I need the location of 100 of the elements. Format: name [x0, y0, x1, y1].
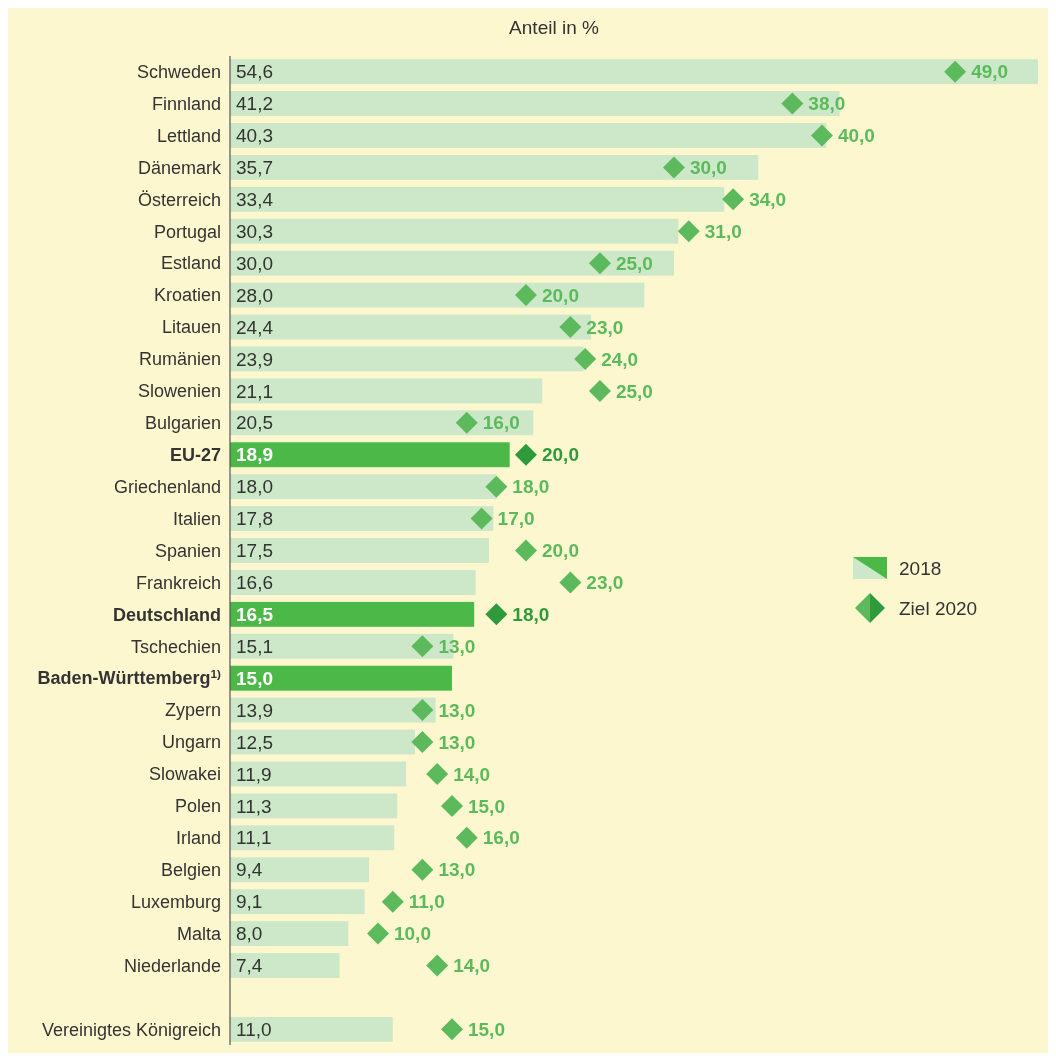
y-tick-label: Polen: [174, 796, 221, 817]
bar: [230, 825, 395, 851]
data-label: 24,0: [601, 348, 639, 370]
data-label: 13,0: [438, 859, 476, 881]
bar: [230, 442, 510, 468]
data-label: 16,0: [482, 412, 520, 434]
bar: [230, 953, 340, 978]
data-label: 7,4: [236, 955, 263, 977]
data-label: 18,0: [512, 604, 550, 625]
data-label: 34,0: [749, 188, 787, 210]
bar: [230, 123, 827, 148]
data-label: 23,9: [236, 348, 273, 370]
data-label: 11,0: [408, 891, 445, 913]
bar: [230, 569, 476, 595]
data-label: 16,5: [236, 604, 274, 625]
y-tick-label: Deutschland: [112, 604, 221, 625]
data-label: 13,0: [438, 699, 476, 721]
point: [662, 156, 685, 179]
data-label: 17,5: [236, 540, 273, 562]
y-tick-label: Litauen: [161, 317, 221, 338]
data-label: 9,1: [236, 891, 263, 913]
point: [411, 699, 434, 722]
bar: [230, 793, 398, 819]
y-tick-label: Niederlande: [123, 955, 221, 976]
data-label: 33,4: [236, 188, 274, 210]
data-label: 49,0: [971, 61, 1009, 83]
data-label: 35,7: [236, 157, 273, 179]
data-label: 18,0: [236, 476, 273, 498]
point: [366, 922, 389, 945]
point: [381, 890, 404, 913]
bar: [230, 506, 494, 532]
data-label: 11,3: [236, 795, 272, 817]
data-label: 11,9: [236, 763, 272, 785]
data-label: 16,6: [236, 572, 273, 594]
y-tick-label: Lettland: [156, 125, 221, 146]
point: [559, 571, 582, 594]
data-label: 54,6: [236, 61, 273, 83]
y-tick-label: Luxemburg: [130, 891, 221, 912]
bar: [230, 665, 452, 691]
data-label: 17,0: [497, 508, 535, 530]
y-tick-label: EU-27: [169, 445, 221, 466]
point: [574, 347, 597, 370]
data-label: 23,0: [586, 316, 624, 338]
point: [411, 858, 434, 881]
bar: [230, 889, 365, 915]
y-tick-label: Finnland: [151, 93, 221, 114]
data-label: 11,0: [236, 1019, 272, 1041]
bar: [230, 474, 497, 500]
chart-title: Anteil in %: [509, 17, 599, 38]
bar: [230, 1016, 393, 1042]
data-label: 20,0: [541, 284, 579, 306]
point: [514, 284, 537, 307]
point: [485, 475, 508, 498]
y-tick-label: Zypern: [164, 700, 221, 721]
bar: [230, 697, 436, 723]
point: [426, 954, 449, 977]
point: [440, 1018, 463, 1041]
y-tick-label: Malta: [176, 923, 222, 944]
data-label: 16,0: [482, 827, 520, 849]
y-tick-label: Ungarn: [161, 732, 221, 753]
bar: [230, 378, 543, 404]
bar: [230, 59, 1038, 85]
bar: [230, 921, 349, 947]
data-label: 13,0: [438, 635, 476, 657]
y-tick-label: Griechenland: [113, 476, 221, 497]
y-tick-label: Baden-Württemberg$^{1)}$: [37, 667, 222, 689]
data-label: 20,0: [541, 444, 579, 466]
data-label: 17,8: [236, 508, 273, 530]
point: [411, 731, 434, 754]
data-label: 20,5: [236, 412, 273, 434]
point: [411, 635, 434, 658]
bar: [230, 154, 759, 180]
data-label: 10,0: [393, 923, 431, 945]
bar: [230, 186, 725, 212]
data-label: 18,0: [512, 476, 550, 498]
bar: [230, 282, 645, 308]
point: [426, 762, 449, 785]
bar: [230, 218, 679, 244]
point: [677, 220, 700, 243]
bar: [230, 538, 489, 563]
y-tick-label: Rumänien: [138, 349, 221, 370]
data-label: 13,9: [236, 699, 273, 721]
data-label: 38,0: [808, 93, 846, 115]
data-label: 15,0: [467, 1019, 505, 1041]
y-tick-label: Estland: [160, 253, 221, 274]
point: [559, 316, 582, 339]
y-tick-label: Österreich: [137, 189, 221, 210]
data-label: 11,1: [236, 827, 272, 849]
point: [514, 443, 537, 466]
point: [944, 60, 967, 83]
point: [514, 539, 537, 562]
data-label: 15,0: [467, 795, 505, 817]
y-tick-label: Bulgarien: [144, 413, 221, 434]
point: [485, 603, 508, 626]
y-tick-label: Slowakei: [148, 764, 221, 785]
y-tick-label: Italien: [172, 508, 221, 529]
y-tick-label: Schweden: [136, 61, 221, 82]
data-label: 14,0: [453, 763, 491, 785]
point: [588, 252, 611, 275]
y-tick-label: Dänemark: [137, 157, 222, 178]
